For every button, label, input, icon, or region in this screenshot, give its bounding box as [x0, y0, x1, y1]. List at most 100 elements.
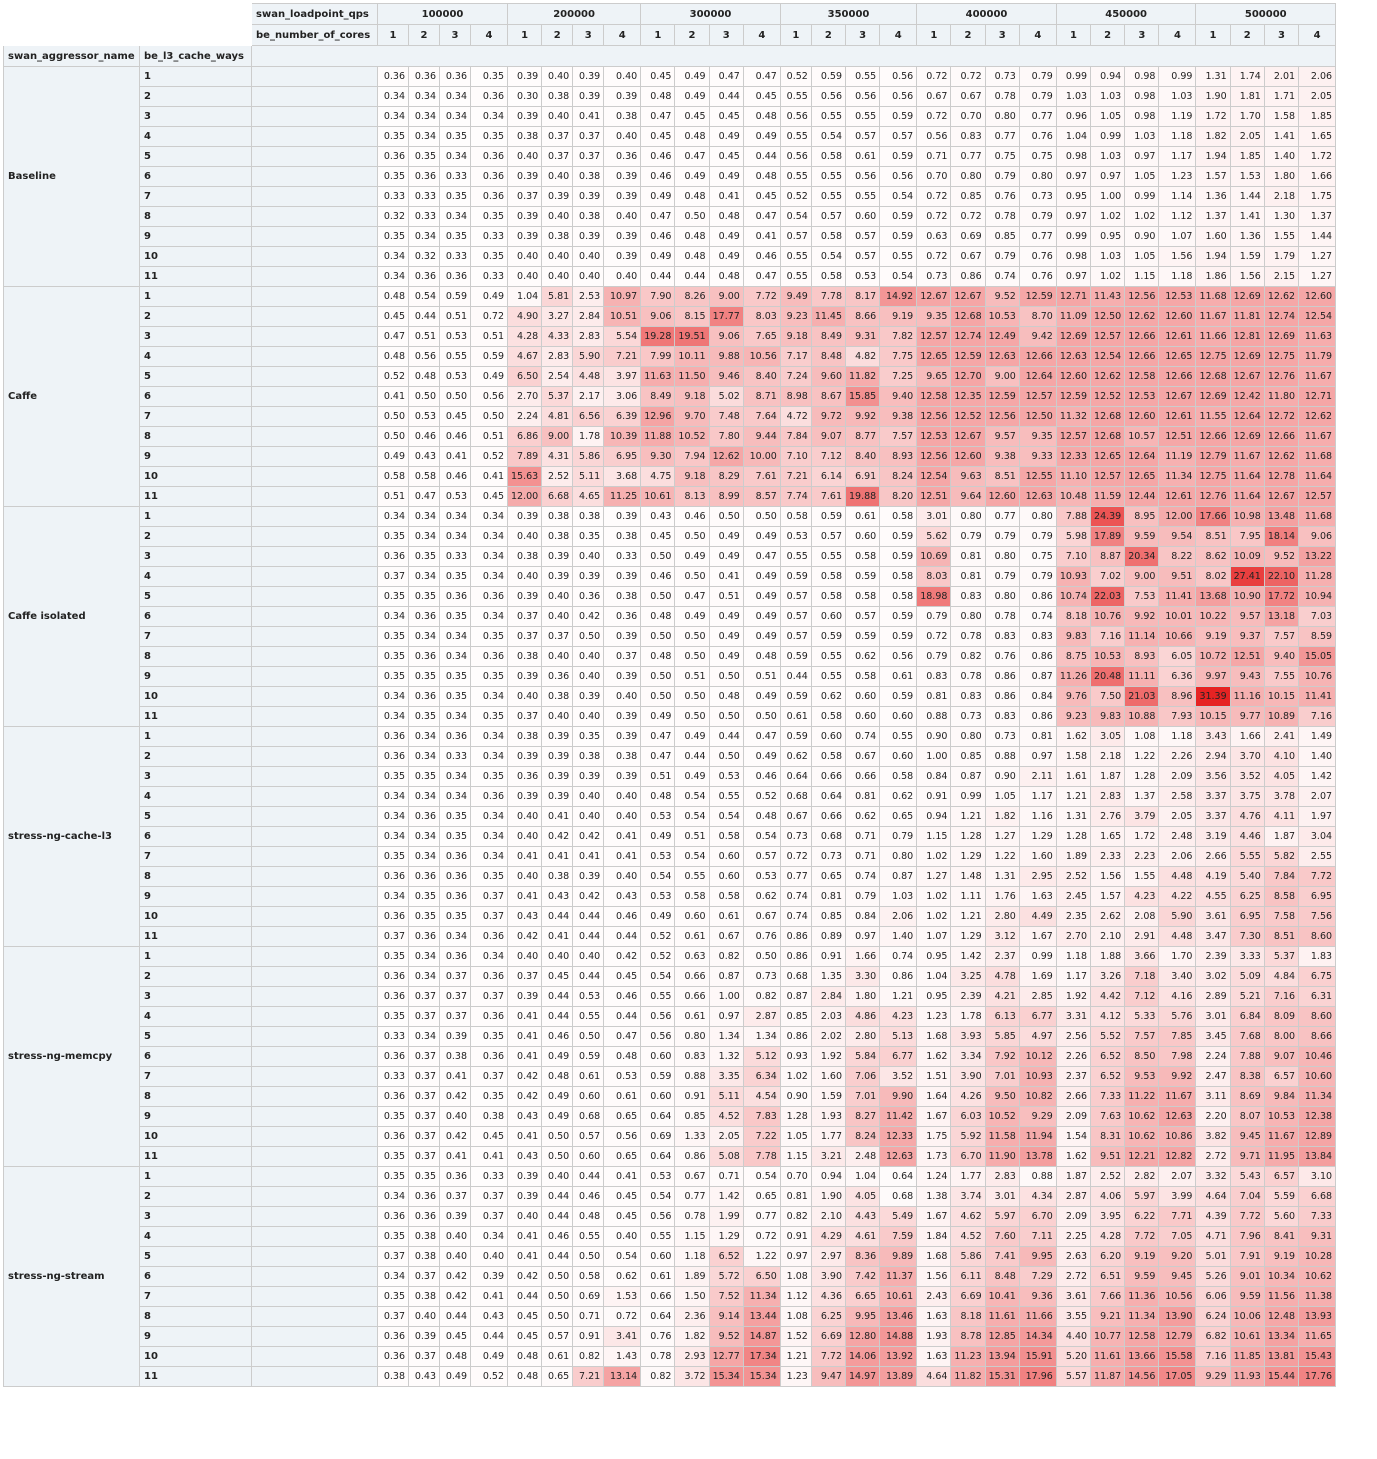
value-cell: 13.89: [879, 1366, 918, 1387]
value-cell: 24.39: [1090, 506, 1126, 527]
value-cell: 0.80: [879, 846, 918, 867]
value-cell: 8.24: [845, 1126, 881, 1147]
value-cell: 0.48: [640, 646, 676, 667]
value-cell: 0.34: [377, 106, 409, 127]
value-cell: 0.72: [470, 306, 508, 327]
value-cell: 0.87: [779, 986, 812, 1007]
value-cell: 10.94: [1298, 586, 1337, 607]
value-cell: 2.53: [572, 286, 605, 307]
value-cell: 9.45: [1158, 1266, 1197, 1287]
value-cell: 0.62: [779, 746, 812, 767]
table-row: 5 0.52 0.48 0.53 0.49 6.50 2.54 4.48 3.97 11.63 11…: [4, 366, 1337, 387]
value-cell: 11.65: [1298, 1326, 1337, 1347]
value-cell: 5.90: [1158, 906, 1197, 927]
value-cell: 0.36: [470, 786, 508, 807]
value-cell: 0.86: [950, 266, 986, 287]
value-cell: 1.81: [1229, 86, 1265, 107]
value-cell: 1.53: [603, 1286, 642, 1307]
value-cell: 1.93: [916, 1326, 952, 1347]
value-cell: 1.92: [1055, 986, 1092, 1007]
value-cell: 0.75: [1018, 546, 1057, 567]
value-cell: 3.31: [1055, 1006, 1092, 1027]
value-cell: 0.58: [572, 1266, 605, 1287]
value-cell: 12.50: [1018, 406, 1057, 427]
table-row: 7 0.33 0.37 0.41 0.37 0.42 0.48 0.61 0.53 0.59 0.8…: [4, 1066, 1337, 1087]
value-cell: 7.88: [1229, 1046, 1265, 1067]
value-cell: 0.35: [470, 126, 508, 147]
value-cell: 0.37: [439, 1186, 471, 1207]
value-cell: 0.38: [439, 1046, 471, 1067]
value-cell: 0.55: [879, 726, 918, 747]
value-cell: 6.25: [810, 1306, 847, 1327]
value-cell: 8.49: [640, 386, 676, 407]
value-cell: 0.35: [470, 1086, 508, 1107]
value-cell: 10.15: [1263, 686, 1300, 707]
value-cell: 4.81: [541, 406, 574, 427]
value-cell: 0.96: [1055, 106, 1092, 127]
value-cell: 2.03: [810, 1006, 847, 1027]
value-cell: 0.36: [377, 986, 409, 1007]
value-cell: 0.55: [845, 66, 881, 87]
value-cell: 1.73: [916, 1146, 952, 1167]
row-spacer: [251, 546, 378, 567]
value-cell: 10.72: [1195, 646, 1231, 667]
row-spacer: [251, 386, 378, 407]
value-cell: 0.38: [603, 106, 642, 127]
value-cell: 4.23: [1124, 886, 1160, 907]
value-cell: 0.84: [916, 766, 952, 787]
value-cell: 7.61: [810, 486, 847, 507]
value-cell: 0.66: [810, 766, 847, 787]
cores-header: 3: [439, 24, 471, 46]
value-cell: 0.37: [506, 706, 543, 727]
value-cell: 0.46: [674, 506, 710, 527]
value-cell: 1.67: [916, 1206, 952, 1227]
value-cell: 0.36: [408, 926, 440, 947]
value-cell: 1.51: [916, 1066, 952, 1087]
value-cell: 0.81: [950, 546, 986, 567]
table-row: 10 0.36 0.37 0.42 0.45 0.41 0.50 0.57 0.56 0.69 1.…: [4, 1126, 1337, 1147]
cache-ways-label: 11: [139, 486, 252, 507]
cache-ways-label: 1: [139, 506, 252, 527]
value-cell: 0.72: [916, 246, 952, 267]
value-cell: 4.12: [1090, 1006, 1126, 1027]
qps-header: 300000: [640, 3, 781, 25]
value-cell: 0.36: [470, 646, 508, 667]
table-row: 2 0.36 0.34 0.37 0.36 0.37 0.45 0.44 0.45 0.54 0.6…: [4, 966, 1337, 987]
value-cell: 9.23: [779, 306, 812, 327]
table-row: 9 0.49 0.43 0.41 0.52 7.89 4.31 5.86 6.95 9.30 7.9…: [4, 446, 1337, 467]
value-cell: 0.43: [640, 506, 676, 527]
value-cell: 0.39: [541, 746, 574, 767]
value-cell: 1.57: [1195, 166, 1231, 187]
cores-header: 3: [1263, 24, 1300, 46]
value-cell: 0.35: [377, 126, 409, 147]
value-cell: 0.97: [1090, 166, 1126, 187]
value-cell: 10.57: [1124, 426, 1160, 447]
value-cell: 12.59: [1018, 286, 1057, 307]
value-cell: 8.60: [1298, 926, 1337, 947]
value-cell: 0.49: [708, 626, 744, 647]
value-cell: 7.57: [1263, 626, 1300, 647]
qps-header: 450000: [1055, 3, 1197, 25]
value-cell: 0.78: [984, 606, 1020, 627]
value-cell: 12.57: [1055, 426, 1092, 447]
value-cell: 0.95: [1090, 226, 1126, 247]
value-cell: 0.45: [506, 1326, 543, 1347]
value-cell: 11.26: [1055, 666, 1092, 687]
value-cell: 0.51: [439, 306, 471, 327]
value-cell: 0.34: [408, 846, 440, 867]
value-cell: 0.47: [742, 206, 781, 227]
cores-header: 4: [879, 24, 918, 46]
qps-header: 100000: [377, 3, 508, 25]
value-cell: 8.58: [1263, 886, 1300, 907]
value-cell: 1.40: [1263, 146, 1300, 167]
value-cell: 0.93: [779, 1046, 812, 1067]
value-cell: 1.02: [916, 846, 952, 867]
value-cell: 0.38: [541, 866, 574, 887]
value-cell: 12.00: [1158, 506, 1197, 527]
value-cell: 0.78: [984, 86, 1020, 107]
value-cell: 4.05: [1263, 766, 1300, 787]
value-cell: 7.10: [779, 446, 812, 467]
value-cell: 11.67: [1298, 366, 1337, 387]
value-cell: 9.83: [1055, 626, 1092, 647]
row-spacer: [251, 1106, 378, 1127]
